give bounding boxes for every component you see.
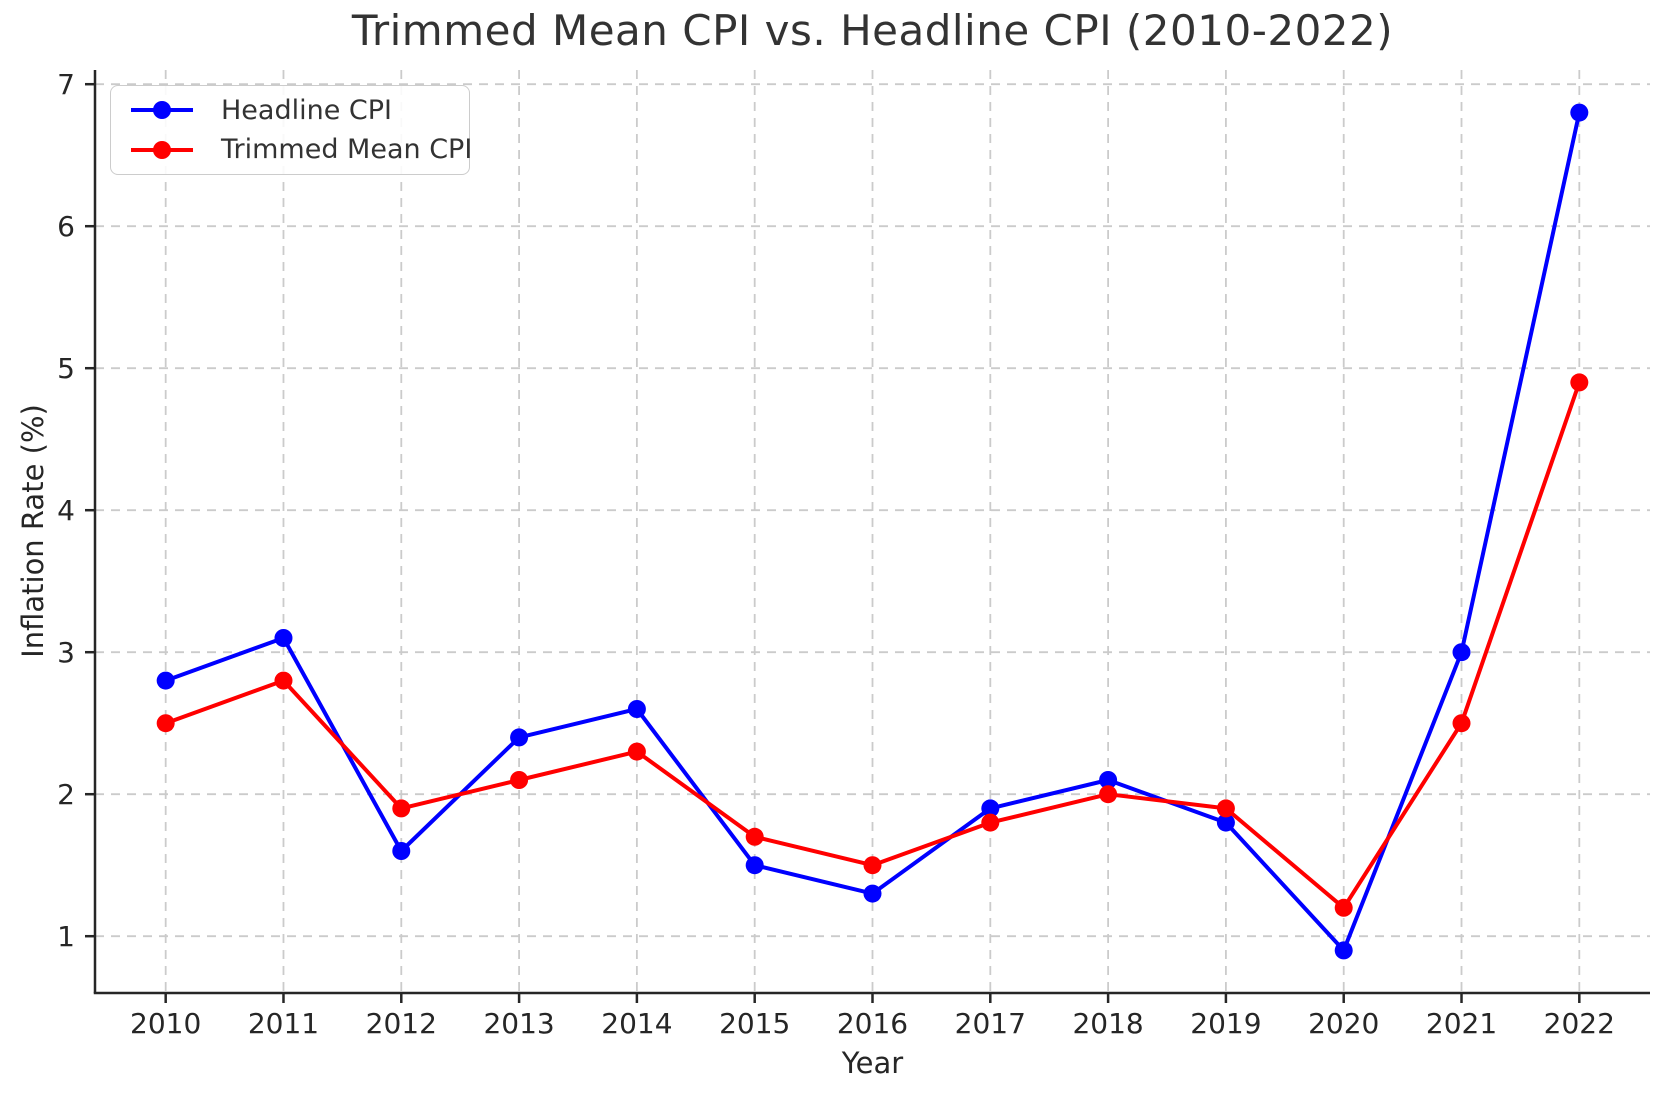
data-point-marker (745, 827, 764, 846)
x-tick-label: 2018 (1072, 1007, 1143, 1040)
series-headline-cpi (156, 103, 1589, 960)
data-point-marker (745, 856, 764, 875)
data-point-marker (510, 771, 529, 789)
data-point-marker (392, 842, 411, 860)
data-point-marker (510, 728, 529, 747)
data-point-marker (863, 856, 882, 875)
data-point-marker (1334, 941, 1353, 960)
data-point-marker (274, 629, 293, 647)
data-point-marker (392, 799, 411, 818)
data-point-marker (1570, 103, 1589, 122)
x-tick-label: 2011 (248, 1007, 319, 1040)
data-point-marker (1099, 785, 1118, 804)
x-tick-label: 2010 (130, 1007, 201, 1040)
legend-line-sample (131, 140, 193, 159)
legend-label: Headline CPI (221, 94, 393, 126)
legend-label: Trimmed Mean CPI (221, 134, 473, 166)
data-point-marker (981, 813, 1000, 832)
x-tick-label: 2013 (483, 1007, 554, 1040)
x-tick-label: 2015 (719, 1007, 790, 1040)
y-tick-label: 7 (57, 68, 75, 101)
legend-sample-marker (153, 140, 171, 159)
x-tick-label: 2012 (366, 1007, 437, 1040)
y-tick-label: 5 (57, 352, 75, 385)
y-tick-label: 4 (57, 494, 75, 527)
axis-ticks: 1 2 3 4 5 6 7 2010 2011 2012 2013 2014 2015 2016 2017 2… (57, 68, 1615, 1040)
x-tick-label: 2019 (1190, 1007, 1261, 1040)
data-point-marker (156, 671, 175, 690)
y-tick-label: 6 (57, 210, 75, 243)
data-point-marker (627, 742, 646, 761)
legend: Headline CPI Trimmed Mean CPI (110, 85, 473, 175)
data-point-marker (274, 671, 293, 690)
data-point-marker (1452, 643, 1471, 662)
y-tick-label: 1 (57, 920, 75, 953)
legend-sample-marker (153, 101, 171, 120)
legend-item-trimmed-mean-cpi: Trimmed Mean CPI (111, 131, 473, 169)
x-tick-label: 2020 (1308, 1007, 1379, 1040)
legend-line-sample (131, 101, 193, 120)
legend-item-headline-cpi: Headline CPI (111, 91, 469, 129)
x-tick-label: 2014 (601, 1007, 672, 1040)
gridlines (95, 70, 1650, 993)
data-point-marker (156, 714, 175, 733)
series-trimmed-mean-cpi (156, 373, 1589, 917)
data-point-marker (627, 700, 646, 718)
data-point-marker (1099, 771, 1118, 789)
x-tick-label: 2016 (837, 1007, 908, 1040)
x-tick-label: 2021 (1426, 1007, 1497, 1040)
data-point-marker (1216, 799, 1235, 818)
data-point-marker (1570, 373, 1589, 392)
y-axis-label: Inflation Rate (%) (16, 404, 50, 658)
data-point-marker (1452, 714, 1471, 733)
x-tick-label: 2017 (955, 1007, 1026, 1040)
series-group (156, 103, 1589, 960)
y-tick-label: 2 (57, 778, 75, 811)
data-point-marker (981, 799, 1000, 818)
x-tick-label: 2022 (1544, 1007, 1615, 1040)
data-point-marker (1216, 813, 1235, 832)
chart-title: Trimmed Mean CPI vs. Headline CPI (2010-… (351, 6, 1394, 55)
data-point-marker (863, 884, 882, 903)
data-point-marker (1334, 898, 1353, 917)
x-axis-label: Year (841, 1046, 904, 1080)
y-tick-label: 3 (57, 636, 75, 669)
